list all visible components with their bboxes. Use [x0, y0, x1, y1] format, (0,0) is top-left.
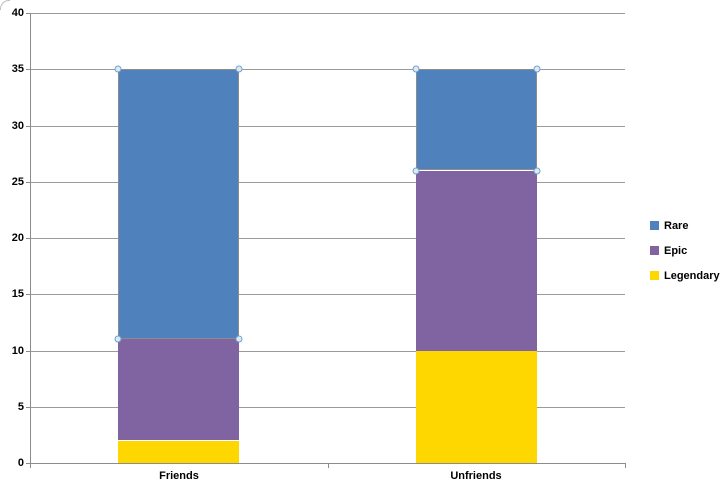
y-axis-label-25: 25 [11, 176, 24, 188]
selection-handle-icon [235, 65, 243, 73]
legend-label: Legendary [664, 269, 720, 282]
y-axis-tick-35 [26, 69, 30, 70]
bar-segment-unfriends-rare[interactable] [416, 69, 537, 170]
selection-handle-icon [412, 167, 420, 175]
y-axis-label-0: 0 [17, 457, 24, 469]
y-axis-label-5: 5 [17, 401, 24, 413]
y-axis-tick-0 [26, 463, 30, 464]
y-axis-label-30: 30 [11, 120, 24, 132]
selection-handle-icon [114, 65, 122, 73]
y-axis-tick-40 [26, 13, 30, 14]
chart-border-corner [0, 0, 10, 10]
selection-handle-icon [114, 335, 122, 343]
legend-item-epic[interactable]: Epic [650, 238, 720, 263]
bar-segment-friends-epic[interactable] [118, 339, 239, 440]
gridline-y-30 [30, 126, 625, 127]
gridline-y-15 [30, 294, 625, 295]
y-axis-tick-25 [26, 182, 30, 183]
gridline-y-35 [30, 69, 625, 70]
bar-segment-unfriends-epic[interactable] [416, 171, 537, 351]
legend-item-legendary[interactable]: Legendary [650, 263, 720, 288]
y-axis-tick-15 [26, 294, 30, 295]
bar-segment-friends-legendary[interactable] [118, 441, 239, 464]
legend-swatch-icon [650, 246, 659, 255]
legend-label: Epic [664, 244, 688, 257]
gridline-y-25 [30, 182, 625, 183]
y-axis-tick-20 [26, 238, 30, 239]
y-axis-tick-5 [26, 407, 30, 408]
x-axis-label-friends: Friends [159, 470, 199, 482]
x-axis-tick-1 [328, 464, 329, 468]
x-axis-label-unfriends: Unfriends [450, 470, 502, 482]
selection-handle-icon [235, 335, 243, 343]
y-axis-label-10: 10 [11, 345, 24, 357]
y-axis-tick-30 [26, 126, 30, 127]
gridline-y-5 [30, 407, 625, 408]
y-axis-tick-10 [26, 351, 30, 352]
x-axis-line [30, 463, 626, 464]
legend-label: Rare [664, 219, 689, 232]
gridline-y-10 [30, 351, 625, 352]
selection-handle-icon [533, 65, 541, 73]
chart-legend: Rare Epic Legendary [650, 213, 720, 288]
y-axis-label-35: 35 [11, 63, 24, 75]
bar-segment-unfriends-legendary[interactable] [416, 351, 537, 464]
y-axis-line [30, 13, 31, 463]
x-axis-tick-2 [625, 464, 626, 468]
y-axis-label-20: 20 [11, 232, 24, 244]
x-axis-tick-0 [30, 464, 31, 468]
selection-handle-icon [533, 167, 541, 175]
gridline-y-20 [30, 238, 625, 239]
legend-swatch-icon [650, 221, 659, 230]
y-axis-label-15: 15 [11, 288, 24, 300]
legend-item-rare[interactable]: Rare [650, 213, 720, 238]
y-axis-label-40: 40 [11, 7, 24, 19]
selection-handle-icon [412, 65, 420, 73]
gridline-y-40 [30, 13, 625, 14]
legend-swatch-icon [650, 271, 659, 280]
bar-segment-friends-rare[interactable] [118, 69, 239, 339]
